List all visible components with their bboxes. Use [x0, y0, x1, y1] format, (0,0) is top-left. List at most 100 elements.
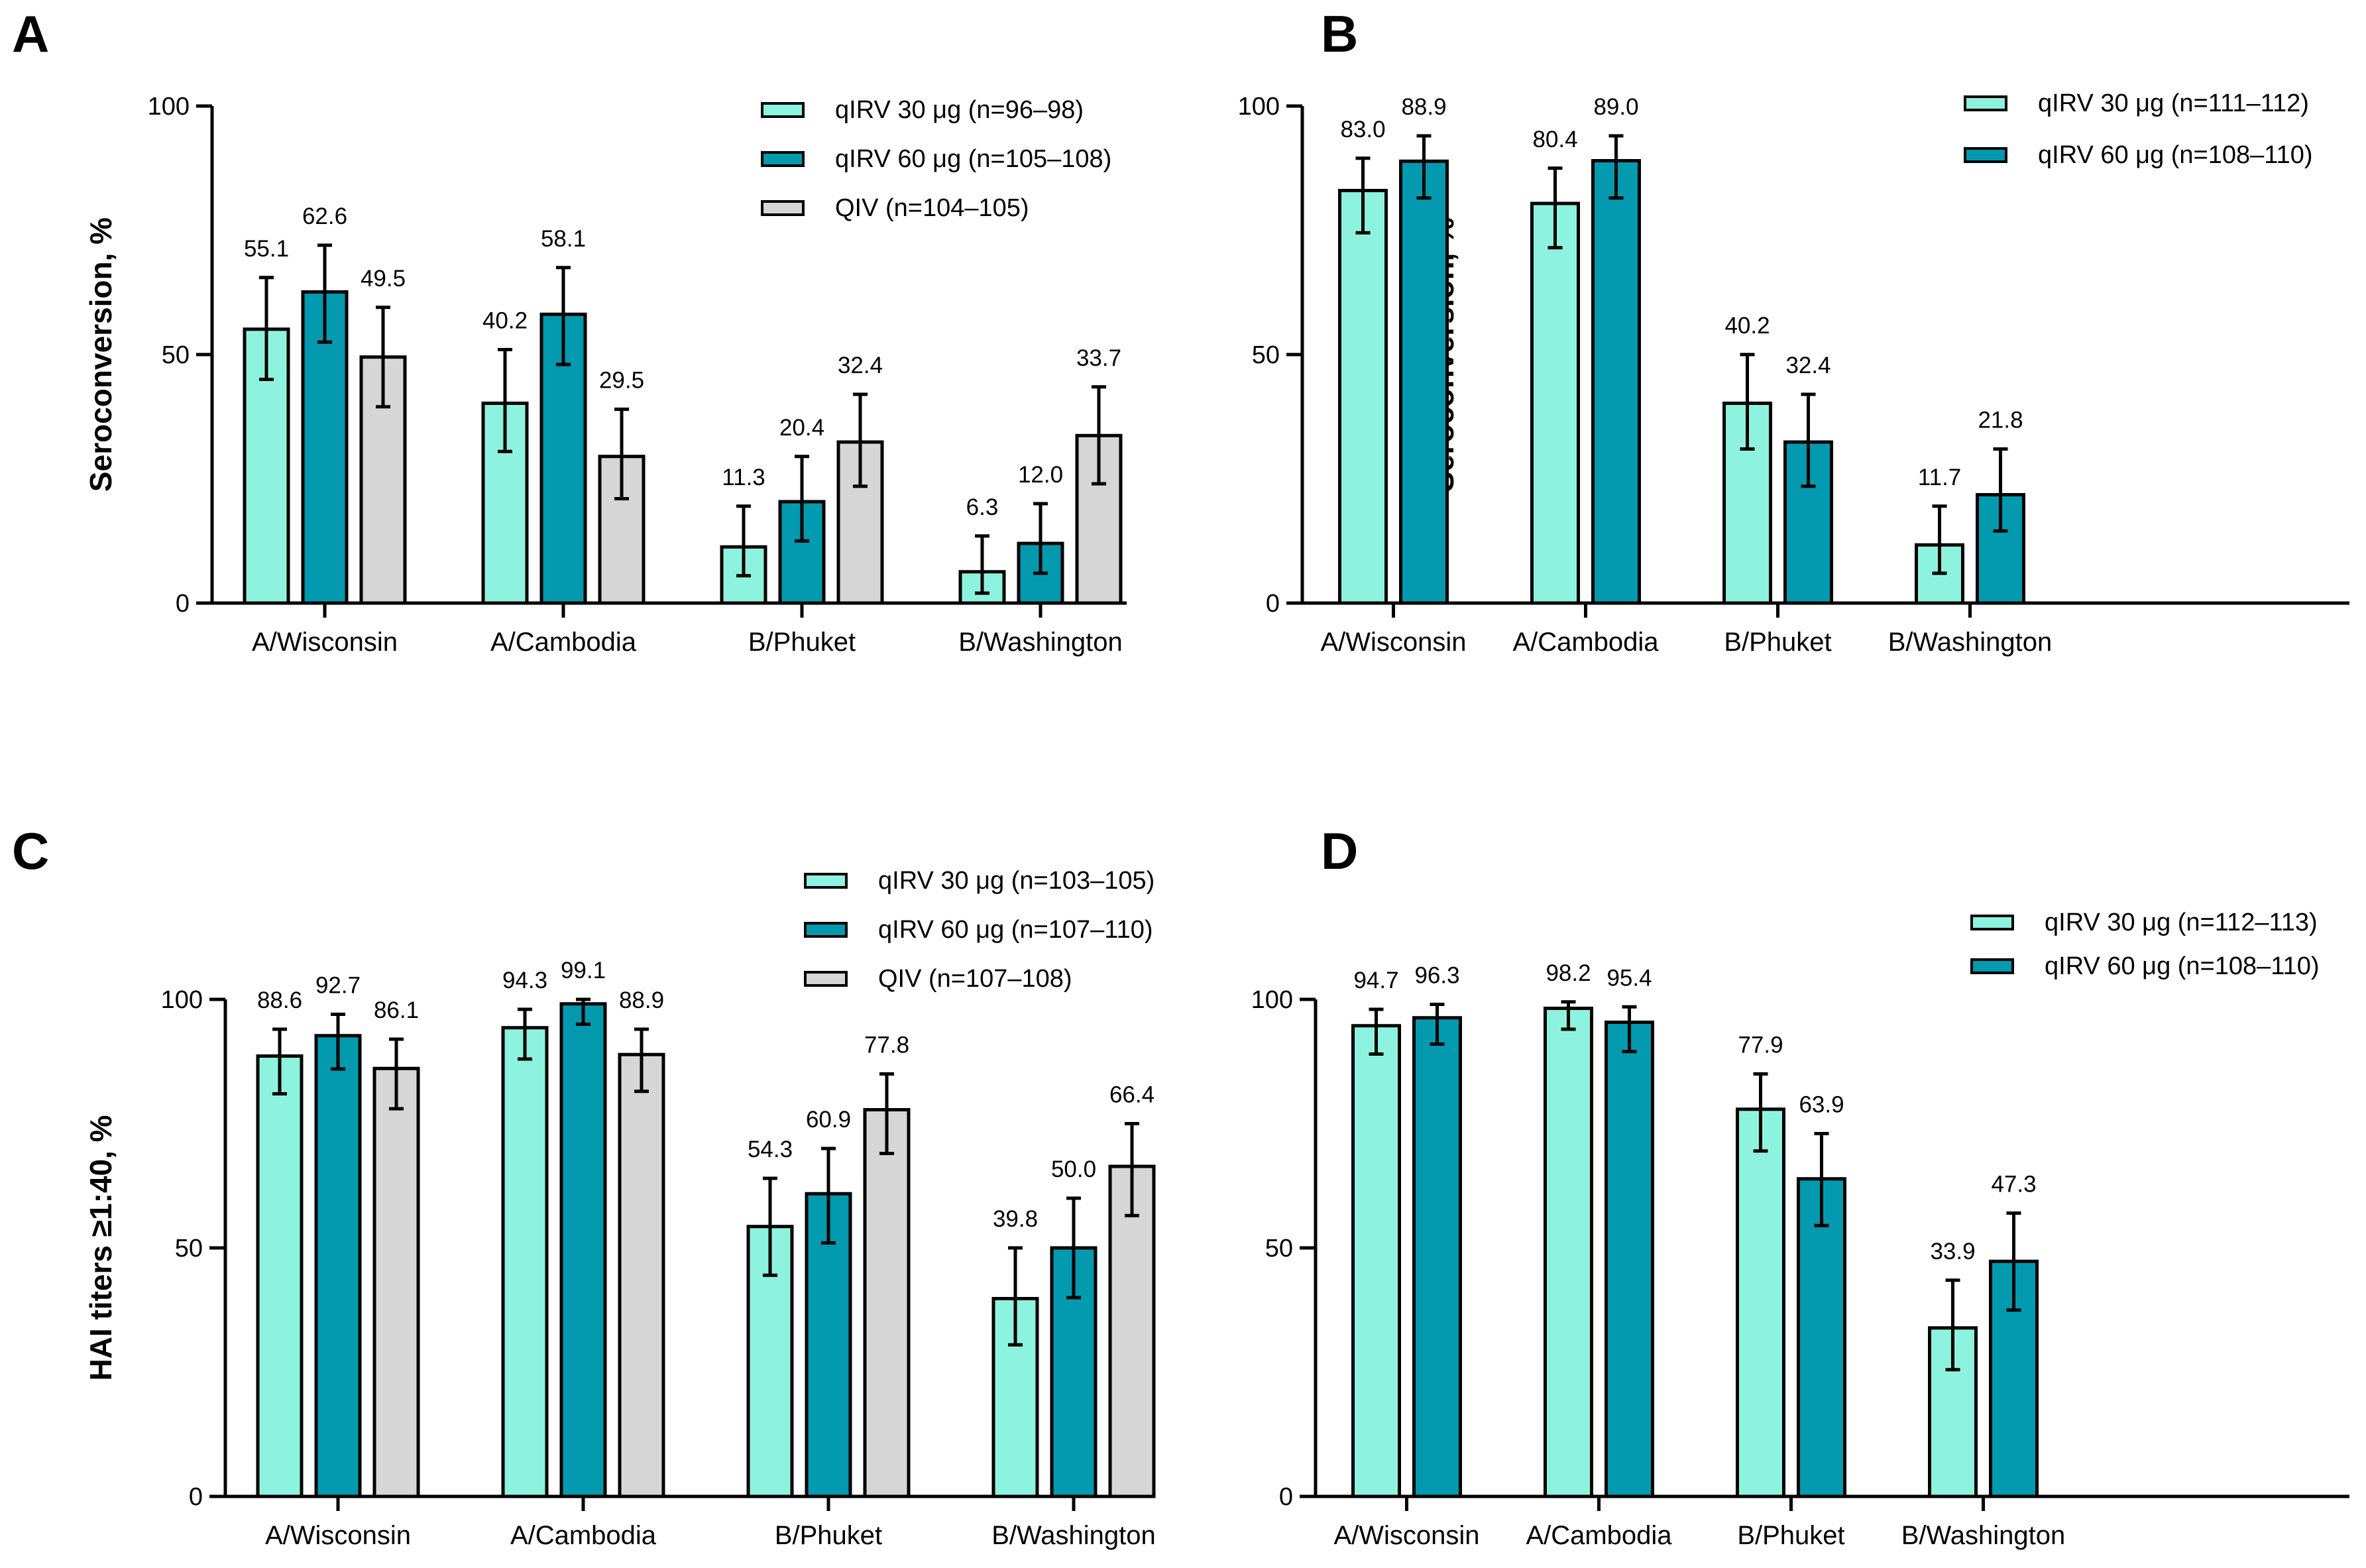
data-label: 40.2 [1724, 313, 1770, 339]
data-label: 11.3 [722, 465, 765, 490]
data-label: 89.0 [1593, 94, 1638, 120]
data-label: 92.7 [315, 973, 361, 999]
data-label: 86.1 [374, 997, 419, 1023]
x-tick-label: B/Phuket [775, 1521, 882, 1550]
x-tick-label: A/Wisconsin [1320, 628, 1466, 657]
data-label: 11.7 [1918, 465, 1962, 490]
panel-d: DHAI titers ≥1:40, %050100A/Wisconsin94.… [1183, 784, 2366, 1568]
x-tick-label: A/Wisconsin [265, 1521, 411, 1550]
data-label: 12.0 [1018, 462, 1063, 488]
panel-c: C HAI titers ≥1:40, % 0 50 100 A/Wisconsin 88.… [0, 784, 1183, 1568]
y-tick-label: 0 [189, 1483, 203, 1511]
chart-c: C HAI titers ≥1:40, % 0 50 100 A/Wisconsin 88.… [12, 822, 1156, 1550]
legend-label: QIV (n=107–108) [878, 965, 1072, 993]
data-label: 83.0 [1340, 117, 1385, 142]
legend-label: qIRV 30 μg (n=112–113) [2045, 909, 2318, 936]
y-tick-label: 100 [148, 93, 190, 121]
x-tick-label: A/Cambodia [510, 1521, 657, 1550]
legend-label: qIRV 30 μg (n=103–105) [878, 867, 1155, 895]
data-label: 58.1 [541, 226, 586, 252]
bar-qirv30 [1351, 1024, 1401, 1498]
y-tick-label: 0 [1279, 1483, 1293, 1511]
y-axis-label: HAI titers ≥1:40, % [84, 1115, 118, 1380]
data-label: 6.3 [966, 494, 999, 520]
data-label: 95.4 [1606, 965, 1652, 991]
legend-swatch-qirv30 [1970, 915, 2014, 930]
panel-label: C [12, 822, 49, 880]
chart-a: A Seroconversion, % 0 50 100 A/Wisconsin 55.1 6… [12, 5, 1127, 657]
x-tick-label: A/Cambodia [490, 628, 637, 657]
data-label: 99.1 [561, 958, 606, 983]
legend-label: qIRV 60 μg (n=105–108) [835, 145, 1111, 173]
bar-qirv30 [1530, 201, 1580, 605]
data-label: 66.4 [1109, 1082, 1155, 1108]
data-label: 55.1 [244, 236, 289, 262]
legend-swatch-qirv30 [804, 873, 848, 889]
legend-swatch-qirv60 [1964, 147, 2007, 163]
chart-b: BSeroconversion, %050100A/Wisconsin83.08… [1238, 5, 2349, 657]
data-label: 39.8 [993, 1206, 1038, 1232]
y-tick-label: 50 [162, 341, 190, 369]
data-label: 88.6 [257, 987, 302, 1013]
y-tick-label: 50 [1265, 1235, 1293, 1262]
bar-qirv30 [501, 1026, 549, 1498]
data-label: 49.5 [361, 266, 406, 292]
data-label: 96.3 [1414, 963, 1459, 989]
legend-label: qIRV 60 μg (n=108–110) [2038, 141, 2313, 169]
x-tick-label: B/Phuket [748, 628, 856, 657]
legend-swatch-qiv [804, 971, 848, 987]
panel-label: A [12, 5, 49, 63]
data-label: 54.3 [748, 1137, 793, 1162]
data-label: 33.9 [1930, 1239, 1975, 1264]
panel-a: A Seroconversion, % 0 50 100 A/Wisconsin 55.1 6… [0, 0, 1183, 784]
data-label: 50.0 [1051, 1156, 1096, 1182]
data-label: 29.5 [599, 368, 644, 394]
x-tick-label: B/Phuket [1724, 628, 1831, 657]
data-label: 33.7 [1076, 345, 1121, 371]
data-label: 94.7 [1353, 968, 1398, 993]
bar-qirv60 [1399, 159, 1449, 605]
y-tick-label: 100 [161, 986, 203, 1014]
bar-qiv [863, 1108, 911, 1498]
legend-swatch-qirv30 [761, 102, 805, 118]
chart-d: DHAI titers ≥1:40, %050100A/Wisconsin94.… [1251, 822, 2349, 1550]
legend-swatch-qirv30 [1964, 95, 2007, 111]
y-tick-label: 50 [1252, 341, 1280, 369]
y-axis-label: Seroconversion, % [84, 217, 118, 492]
data-label: 98.2 [1546, 960, 1591, 986]
bar-qirv30 [1338, 189, 1388, 605]
y-tick-label: 100 [1251, 986, 1293, 1014]
bar-qiv [618, 1052, 665, 1498]
legend-label: qIRV 30 μg (n=96–98) [835, 96, 1084, 124]
bar-qirv60 [314, 1034, 362, 1498]
panel-label: B [1321, 5, 1358, 63]
data-label: 88.9 [619, 987, 664, 1013]
data-label: 62.6 [302, 203, 347, 229]
data-label: 40.2 [482, 308, 528, 334]
legend-swatch-qirv60 [1970, 958, 2014, 974]
bar-qirv30 [256, 1054, 304, 1498]
bar-qirv60 [559, 1002, 607, 1498]
x-tick-label: B/Washington [958, 628, 1123, 657]
bar-qiv [372, 1066, 420, 1498]
x-tick-label: A/Wisconsin [1333, 1521, 1479, 1550]
panel-b: BSeroconversion, %050100A/Wisconsin83.08… [1183, 0, 2366, 784]
bar-qirv60 [1591, 159, 1641, 605]
panel-label: D [1321, 822, 1358, 880]
x-tick-label: A/Wisconsin [252, 628, 398, 657]
y-tick-label: 0 [1266, 590, 1280, 618]
bar-qirv60 [1605, 1021, 1654, 1498]
x-tick-label: B/Phuket [1737, 1521, 1844, 1550]
bar-qirv60 [1412, 1016, 1462, 1498]
y-tick-label: 100 [1238, 93, 1280, 121]
data-label: 63.9 [1799, 1092, 1844, 1118]
legend-label: qIRV 60 μg (n=107–110) [878, 916, 1153, 944]
y-tick-label: 0 [176, 590, 190, 618]
bar-qirv30 [1544, 1007, 1593, 1498]
data-label: 32.4 [1785, 353, 1831, 378]
data-label: 47.3 [1991, 1172, 2036, 1198]
data-label: 32.4 [838, 353, 883, 378]
legend-label: QIV (n=104–105) [835, 194, 1029, 222]
bar-qirv30 [1736, 1107, 1785, 1498]
legend-swatch-qiv [761, 200, 805, 216]
